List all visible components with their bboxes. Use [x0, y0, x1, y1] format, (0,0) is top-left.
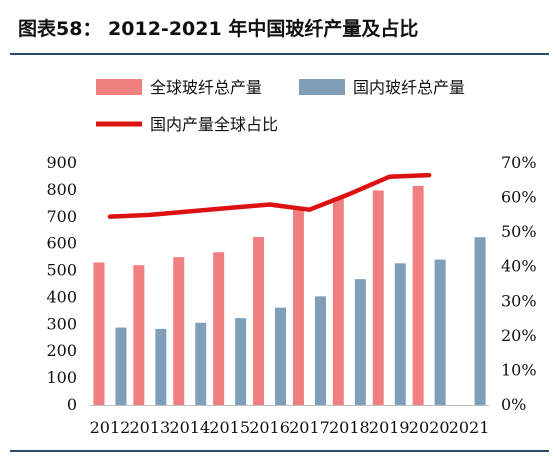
legend: 全球玻纤总产量 国内玻纤总产量 国内产量全球占比 [96, 78, 465, 134]
bar-domestic [314, 296, 326, 405]
y-left-tick-label: 900 [46, 153, 77, 172]
legend-label-domestic: 国内玻纤总产量 [353, 78, 465, 97]
legend-swatch-global [96, 79, 142, 95]
y-left-tick-label: 200 [46, 341, 77, 360]
y-right-tick-label: 60% [501, 188, 537, 207]
y-right-tick-label: 10% [501, 360, 537, 379]
bar-domestic [115, 327, 127, 405]
bar-domestic [235, 318, 247, 405]
bar-global [93, 262, 105, 405]
line-share [107, 172, 432, 219]
bar-global [213, 252, 225, 405]
y-left-tick-label: 0 [67, 395, 77, 414]
x-tick-label: 2012 [90, 418, 131, 437]
y-right-tick-label: 70% [501, 153, 537, 172]
y-right-tick-label: 30% [501, 291, 537, 310]
bar-domestic [394, 263, 406, 405]
bar-global [133, 265, 145, 405]
x-tick-label: 2021 [449, 418, 490, 437]
bar-domestic [354, 279, 366, 405]
x-tick-label: 2016 [249, 418, 290, 437]
bar-domestic [155, 328, 167, 405]
y-left-tick-label: 100 [46, 368, 77, 387]
y-left-tick-label: 600 [46, 234, 77, 253]
title-rule [10, 53, 549, 55]
y-left-tick-label: 400 [46, 287, 77, 306]
bar-global [412, 185, 424, 405]
y-right-tick-label: 50% [501, 222, 537, 241]
y-left-tick-label: 700 [46, 207, 77, 226]
bar-domestic [195, 322, 207, 405]
x-tick-label: 2019 [369, 418, 410, 437]
x-tick-label: 2017 [289, 418, 330, 437]
x-tick-label: 2014 [169, 418, 210, 437]
y-right-tick-label: 0% [501, 395, 526, 414]
bottom-rule [10, 450, 549, 452]
legend-swatch-domestic [299, 79, 345, 95]
bar-domestic [474, 237, 486, 405]
bar-global [332, 197, 344, 405]
y-right-tick-label: 20% [501, 326, 537, 345]
legend-label-global: 全球玻纤总产量 [150, 78, 262, 97]
x-tick-label: 2018 [329, 418, 370, 437]
y-left-tick-label: 300 [46, 314, 77, 333]
y-left-tick-label: 500 [46, 261, 77, 280]
y-right-tick-label: 40% [501, 257, 537, 276]
x-tick-label: 2013 [129, 418, 170, 437]
x-tick-label: 2015 [209, 418, 250, 437]
figure-title: 图表58： 2012-2021 年中国玻纤产量及占比 [18, 18, 419, 40]
plot-area: 0 100 200 300 400 500 600 700 800 900 0% 10% 20% 30% 4… [46, 153, 536, 437]
bar-domestic [275, 307, 287, 405]
bar-global [372, 190, 384, 405]
x-tick-label: 2020 [409, 418, 450, 437]
bar-domestic [434, 259, 446, 405]
bar-global [253, 236, 265, 405]
legend-label-share: 国内产量全球占比 [150, 115, 278, 134]
bar-global [173, 257, 185, 405]
y-left-tick-label: 800 [46, 180, 77, 199]
bar-global [292, 208, 304, 405]
